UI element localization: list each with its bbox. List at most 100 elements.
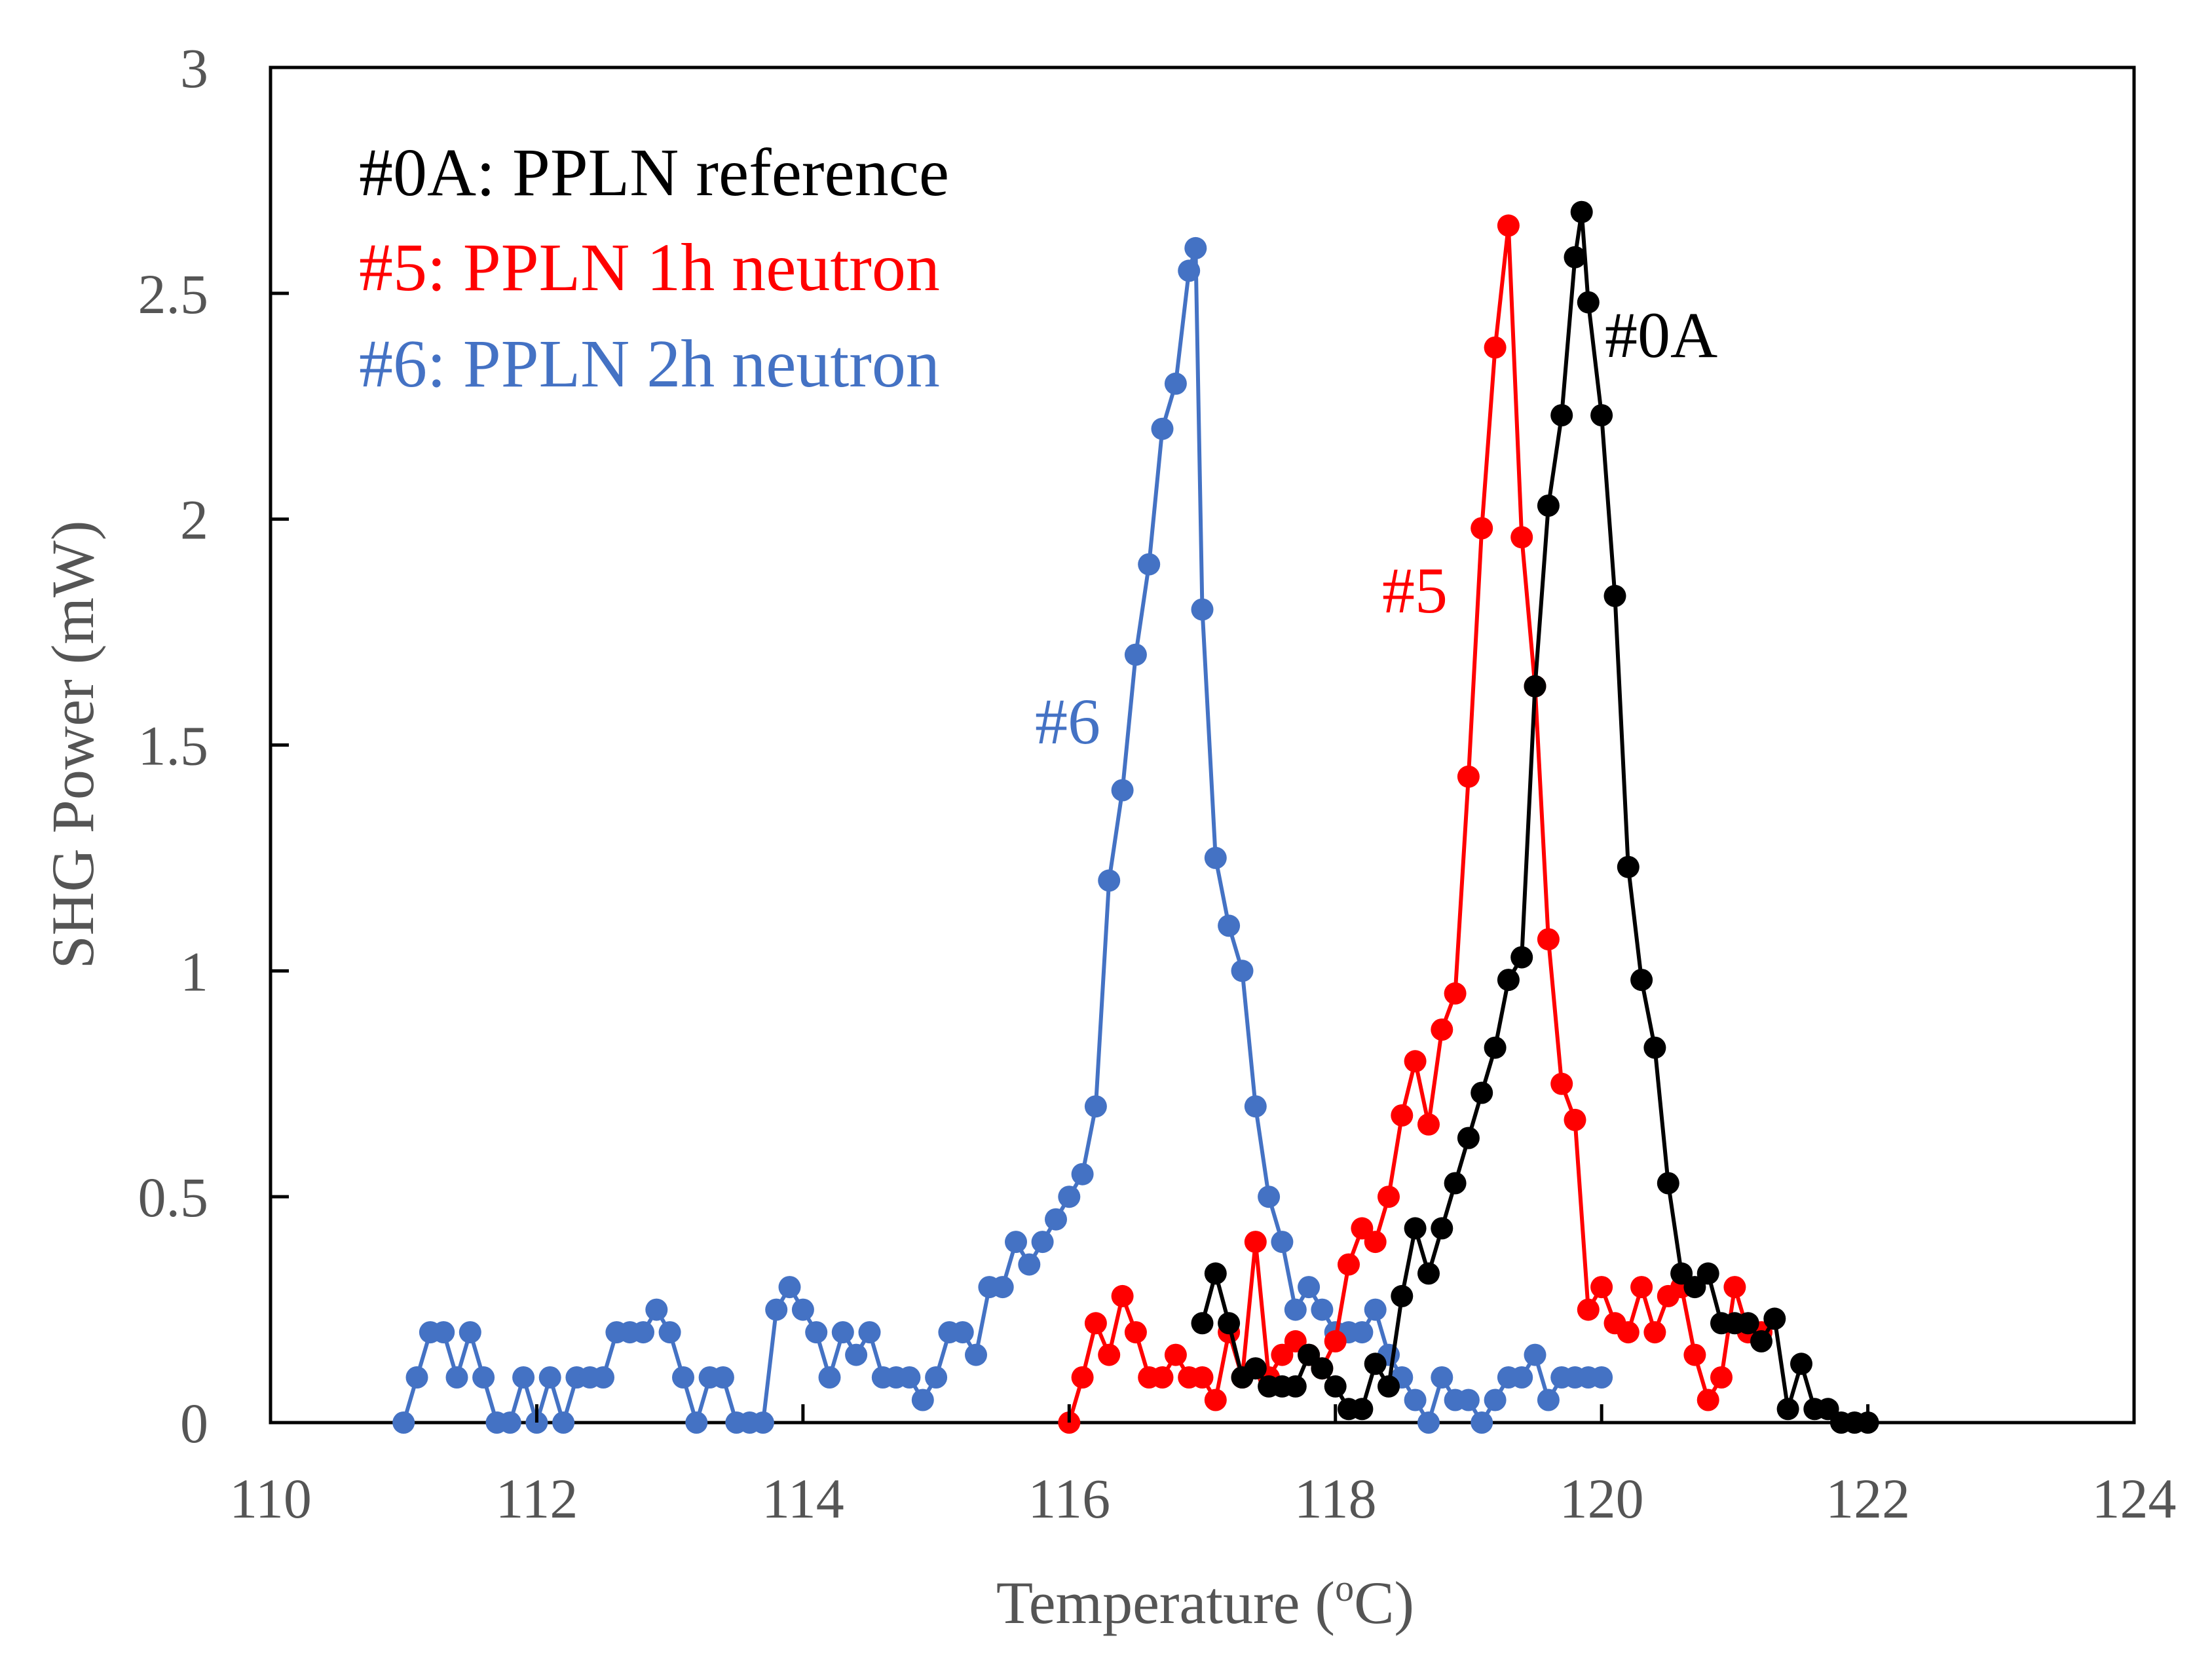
x-tick-label: 112 [496, 1467, 578, 1530]
data-point [1404, 1050, 1427, 1073]
data-point [1164, 1343, 1187, 1366]
series-6-ppln-2h-neutron [392, 236, 1613, 1434]
ticks-layer: 110 112 114 116 118 120 122 124 0 0.5 1 1.5 2 2.5 3 [138, 37, 2177, 1530]
data-point [432, 1321, 455, 1344]
data-point [1138, 553, 1161, 576]
data-point [632, 1321, 654, 1344]
data-point [1391, 1104, 1414, 1127]
data-point [1311, 1298, 1334, 1321]
data-point [1763, 1307, 1786, 1330]
data-point [658, 1321, 681, 1344]
data-point [1537, 1389, 1560, 1411]
data-point [1577, 1298, 1600, 1321]
data-point [1151, 417, 1174, 440]
data-point [1351, 1398, 1374, 1421]
data-point [1111, 1284, 1134, 1307]
data-point [1617, 1321, 1640, 1344]
data-point [805, 1321, 828, 1344]
data-point [498, 1411, 521, 1434]
data-point [818, 1366, 841, 1389]
data-point [1736, 1312, 1759, 1335]
data-point [672, 1366, 694, 1389]
data-point [472, 1366, 495, 1389]
data-point [1643, 1036, 1666, 1059]
data-point [1258, 1185, 1281, 1208]
x-axis-title-sup: o [1335, 1567, 1354, 1609]
data-point [765, 1298, 788, 1321]
data-point [538, 1366, 561, 1389]
x-axis-title-tail: C) [1354, 1569, 1414, 1636]
data-point [1244, 1095, 1267, 1118]
data-point [1790, 1353, 1812, 1375]
data-point [1164, 372, 1187, 395]
data-point [1045, 1208, 1067, 1231]
data-point [751, 1411, 774, 1434]
data-point [1204, 1389, 1227, 1411]
x-tick-label: 120 [1560, 1467, 1644, 1530]
data-point [1231, 960, 1254, 982]
y-tick-label: 3 [180, 37, 208, 100]
data-point [1537, 495, 1560, 517]
data-point [1364, 1298, 1387, 1321]
data-point [1657, 1172, 1679, 1195]
data-point [1204, 1262, 1227, 1285]
data-point [1111, 779, 1134, 802]
data-point [898, 1366, 921, 1389]
data-point [1191, 598, 1214, 621]
data-point [1444, 982, 1467, 1005]
data-point [1431, 1366, 1453, 1389]
data-point [1417, 1411, 1440, 1434]
data-point [1018, 1253, 1041, 1276]
data-point [711, 1366, 734, 1389]
data-point [1776, 1398, 1799, 1421]
data-point [1311, 1357, 1334, 1380]
data-point [1710, 1366, 1733, 1389]
data-point [1750, 1330, 1772, 1353]
data-point [1364, 1231, 1387, 1254]
data-point [1364, 1353, 1387, 1375]
data-point [1351, 1321, 1374, 1344]
data-point [1457, 1389, 1480, 1411]
x-tick-label: 110 [229, 1467, 312, 1530]
data-point [1098, 1343, 1121, 1366]
x-tick-label: 114 [762, 1467, 844, 1530]
y-axis-title: SHG Power (mW) [39, 521, 106, 969]
data-point [1510, 946, 1533, 969]
data-point [1191, 1312, 1214, 1335]
data-point [1338, 1253, 1360, 1276]
data-point [858, 1321, 881, 1344]
data-point [1417, 1113, 1440, 1136]
data-point [1590, 404, 1613, 426]
data-point [1071, 1366, 1094, 1389]
data-point [1178, 259, 1201, 282]
data-point [1564, 246, 1586, 269]
x-tick-label: 118 [1294, 1467, 1377, 1530]
y-tick-label: 0.5 [138, 1166, 209, 1229]
data-point [965, 1343, 987, 1366]
x-axis-title-main: Temperature ( [996, 1569, 1335, 1636]
data-point [1244, 1357, 1267, 1380]
data-point [1218, 914, 1241, 937]
data-point [1537, 928, 1560, 951]
data-point [925, 1366, 948, 1389]
data-point [778, 1276, 801, 1299]
data-point [1031, 1231, 1054, 1254]
data-point [552, 1411, 575, 1434]
x-tick-label: 124 [2092, 1467, 2177, 1530]
data-point [1510, 526, 1533, 549]
data-point [1497, 969, 1520, 992]
data-point [1564, 1108, 1586, 1131]
data-point [1431, 1217, 1453, 1240]
data-point [1071, 1163, 1094, 1185]
data-point [1284, 1375, 1307, 1398]
data-point [1084, 1312, 1107, 1335]
data-point [1271, 1343, 1294, 1366]
data-point [1058, 1185, 1081, 1208]
data-point [1524, 1343, 1547, 1366]
data-point [1218, 1312, 1241, 1335]
data-point [1124, 643, 1147, 666]
data-point [845, 1343, 868, 1366]
data-point [1484, 336, 1507, 359]
